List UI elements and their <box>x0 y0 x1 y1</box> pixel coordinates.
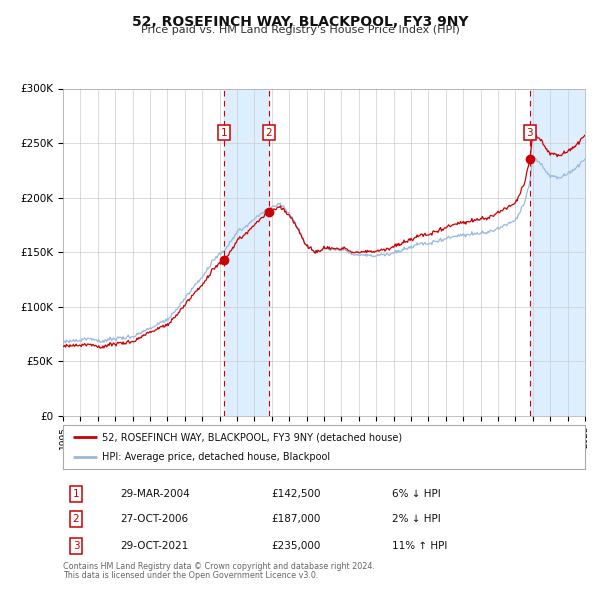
Text: £235,000: £235,000 <box>272 540 321 550</box>
Text: 27-OCT-2006: 27-OCT-2006 <box>121 514 188 525</box>
Text: 6% ↓ HPI: 6% ↓ HPI <box>392 489 440 499</box>
Bar <box>224 88 269 416</box>
Text: 2: 2 <box>73 514 79 525</box>
Text: 2% ↓ HPI: 2% ↓ HPI <box>392 514 440 525</box>
Text: 52, ROSEFINCH WAY, BLACKPOOL, FY3 9NY: 52, ROSEFINCH WAY, BLACKPOOL, FY3 9NY <box>132 15 468 29</box>
Text: £187,000: £187,000 <box>272 514 321 525</box>
Text: Price paid vs. HM Land Registry's House Price Index (HPI): Price paid vs. HM Land Registry's House … <box>140 25 460 35</box>
Text: This data is licensed under the Open Government Licence v3.0.: This data is licensed under the Open Gov… <box>63 571 319 580</box>
Text: 2: 2 <box>265 127 272 137</box>
Text: Contains HM Land Registry data © Crown copyright and database right 2024.: Contains HM Land Registry data © Crown c… <box>63 562 375 571</box>
Text: 1: 1 <box>73 489 79 499</box>
Text: £142,500: £142,500 <box>272 489 322 499</box>
Text: 3: 3 <box>73 540 79 550</box>
Bar <box>530 88 585 416</box>
Text: 29-MAR-2004: 29-MAR-2004 <box>121 489 190 499</box>
Text: 1: 1 <box>220 127 227 137</box>
Text: 11% ↑ HPI: 11% ↑ HPI <box>392 540 447 550</box>
Text: 3: 3 <box>527 127 533 137</box>
Text: 29-OCT-2021: 29-OCT-2021 <box>121 540 188 550</box>
Text: 52, ROSEFINCH WAY, BLACKPOOL, FY3 9NY (detached house): 52, ROSEFINCH WAY, BLACKPOOL, FY3 9NY (d… <box>102 432 402 442</box>
Text: HPI: Average price, detached house, Blackpool: HPI: Average price, detached house, Blac… <box>102 452 330 461</box>
